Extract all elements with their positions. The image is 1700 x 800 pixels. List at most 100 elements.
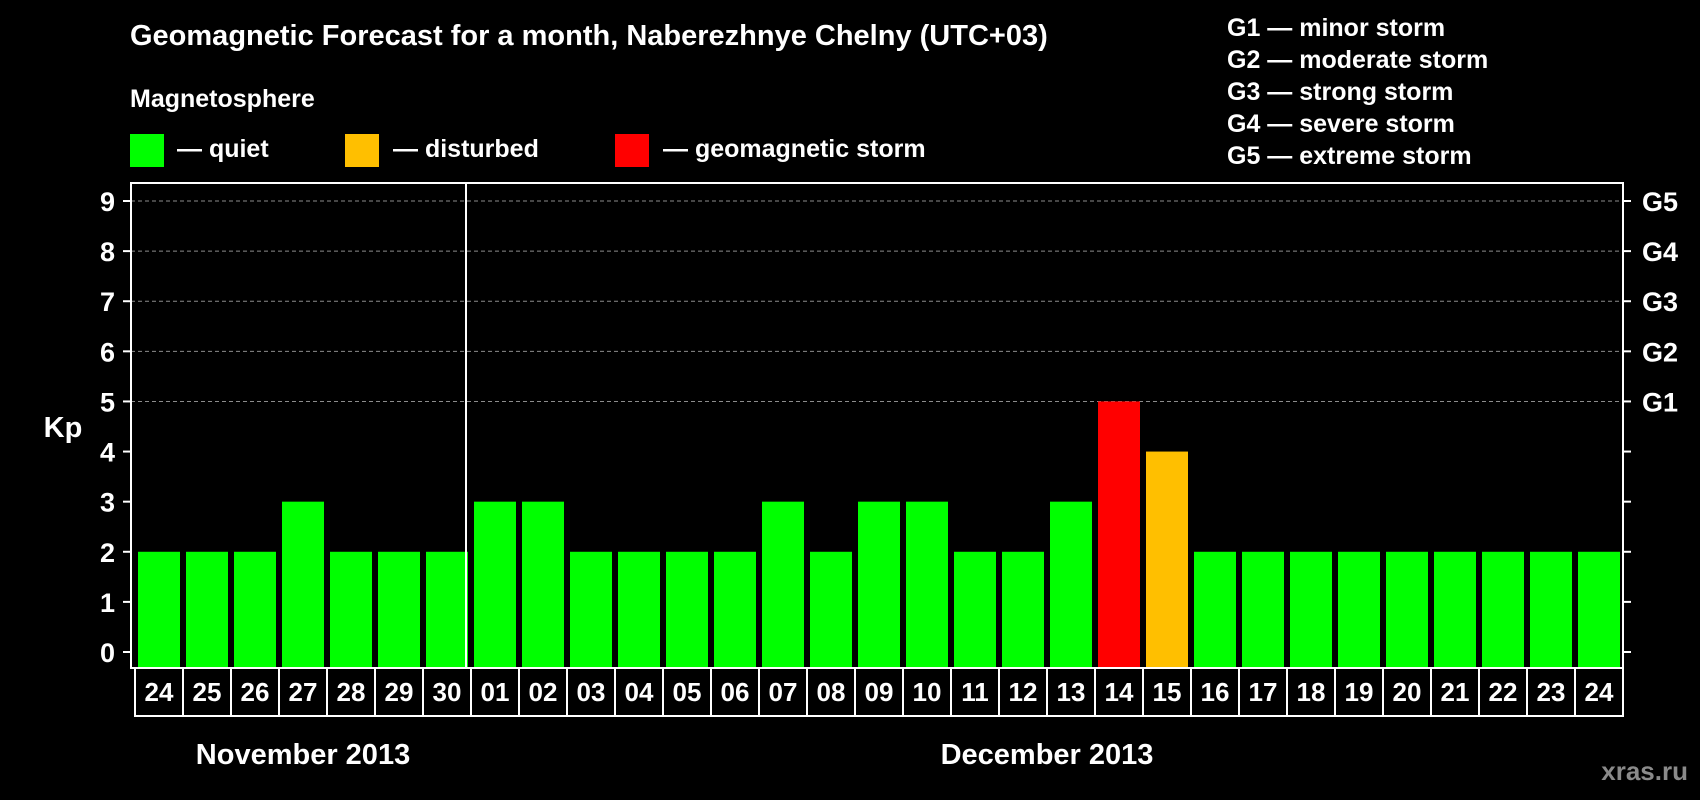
right-axis-ticks: G1 G2 G3 G4 G5	[1623, 187, 1678, 653]
y-tick-label: 9	[100, 187, 115, 217]
y-tick-label: 5	[100, 387, 115, 417]
kp-bar	[522, 501, 564, 668]
date-label: 13	[1057, 677, 1086, 707]
date-label: 30	[433, 677, 462, 707]
kp-bar	[426, 551, 468, 668]
y-tick-label: 6	[100, 337, 115, 367]
date-label: 25	[193, 677, 222, 707]
month-labels: November 2013 December 2013	[196, 739, 1154, 771]
kp-bar	[234, 551, 276, 668]
grid-lines	[131, 200, 1623, 402]
y-axis-ticks: 0 1 2 3 4 5 6 7 8 9	[100, 187, 131, 668]
date-label: 03	[577, 677, 606, 707]
kp-bar	[570, 551, 612, 668]
kp-bar	[330, 551, 372, 668]
date-label: 06	[721, 677, 750, 707]
legend-label-quiet: — quiet	[177, 135, 269, 163]
date-label: 27	[289, 677, 318, 707]
kp-bar	[1530, 551, 1572, 668]
g-level-g4: G4 — severe storm	[1227, 110, 1455, 138]
watermark: xras.ru	[1601, 756, 1688, 786]
kp-bar	[282, 501, 324, 668]
month-label: November 2013	[196, 739, 410, 771]
date-label: 26	[241, 677, 270, 707]
g-level-g1: G1 — minor storm	[1227, 14, 1446, 42]
date-label: 12	[1009, 677, 1038, 707]
kp-bar	[1194, 551, 1236, 668]
date-label: 14	[1105, 677, 1134, 707]
kp-bar	[1146, 451, 1188, 668]
date-label: 22	[1489, 677, 1518, 707]
y-tick-label: 2	[100, 538, 115, 568]
kp-bar	[954, 551, 996, 668]
kp-bar	[858, 501, 900, 668]
kp-bar	[618, 551, 660, 668]
date-label: 11	[961, 677, 989, 707]
kp-bar	[186, 551, 228, 668]
g-level-g5: G5 — extreme storm	[1227, 142, 1472, 170]
date-label: 23	[1537, 677, 1566, 707]
kp-bar	[1434, 551, 1476, 668]
legend-swatch-disturbed	[345, 134, 379, 167]
magnetosphere-label: Magnetosphere	[130, 85, 315, 113]
date-label: 01	[481, 677, 510, 707]
legend-swatch-storm	[615, 134, 649, 167]
kp-bar	[906, 501, 948, 668]
date-label: 08	[817, 677, 846, 707]
kp-bar	[762, 501, 804, 668]
kp-bar	[1338, 551, 1380, 668]
legend-label-storm: — geomagnetic storm	[663, 135, 926, 163]
date-label: 24	[145, 677, 174, 707]
date-label: 09	[865, 677, 894, 707]
y-tick-label: 7	[100, 287, 115, 317]
kp-bar	[1578, 551, 1620, 668]
kp-bar	[810, 551, 852, 668]
y-tick-label: 3	[100, 488, 115, 518]
date-label: 02	[529, 677, 558, 707]
kp-bar	[474, 501, 516, 668]
kp-bar	[1002, 551, 1044, 668]
date-label: 20	[1393, 677, 1422, 707]
kp-bar	[714, 551, 756, 668]
y-tick-label: 8	[100, 237, 115, 267]
date-label: 29	[385, 677, 414, 707]
kp-bar	[1386, 551, 1428, 668]
date-label: 10	[913, 677, 942, 707]
kp-bar	[138, 551, 180, 668]
right-tick-label: G3	[1642, 287, 1678, 317]
date-label: 04	[625, 677, 654, 707]
date-label: 28	[337, 677, 366, 707]
kp-bar	[378, 551, 420, 668]
g-level-g2: G2 — moderate storm	[1227, 46, 1489, 74]
date-label: 19	[1345, 677, 1374, 707]
y-tick-label: 4	[100, 438, 115, 468]
date-label: 07	[769, 677, 798, 707]
x-axis-date-labels: 24 25 26 27 28 29 30 01 02 03 04 05 06 07 08 09 10 11 12 13…	[145, 668, 1614, 716]
date-label: 05	[673, 677, 702, 707]
right-tick-label: G4	[1642, 237, 1678, 267]
date-label-box	[134, 667, 1624, 717]
kp-bar	[1242, 551, 1284, 668]
right-tick-label: G5	[1642, 187, 1678, 217]
right-tick-label: G2	[1642, 337, 1678, 367]
g-level-g3: G3 — strong storm	[1227, 78, 1454, 106]
y-axis-label: Kp	[44, 412, 83, 444]
legend-label-disturbed: — disturbed	[393, 135, 539, 163]
y-tick-label: 0	[100, 638, 115, 668]
date-label: 24	[1585, 677, 1614, 707]
date-label: 21	[1441, 677, 1470, 707]
date-label: 16	[1201, 677, 1230, 707]
chart-title: Geomagnetic Forecast for a month, Nabere…	[130, 20, 1048, 52]
right-tick-label: G1	[1642, 387, 1678, 417]
y-tick-label: 1	[100, 588, 115, 618]
kp-bar	[1050, 501, 1092, 668]
bars	[138, 401, 1620, 668]
kp-bar	[1098, 401, 1140, 668]
legend-swatch-quiet	[130, 134, 164, 167]
date-label: 18	[1297, 677, 1326, 707]
month-label: December 2013	[941, 739, 1154, 771]
date-label: 17	[1249, 677, 1278, 707]
date-label: 15	[1153, 677, 1182, 707]
kp-bar	[666, 551, 708, 668]
